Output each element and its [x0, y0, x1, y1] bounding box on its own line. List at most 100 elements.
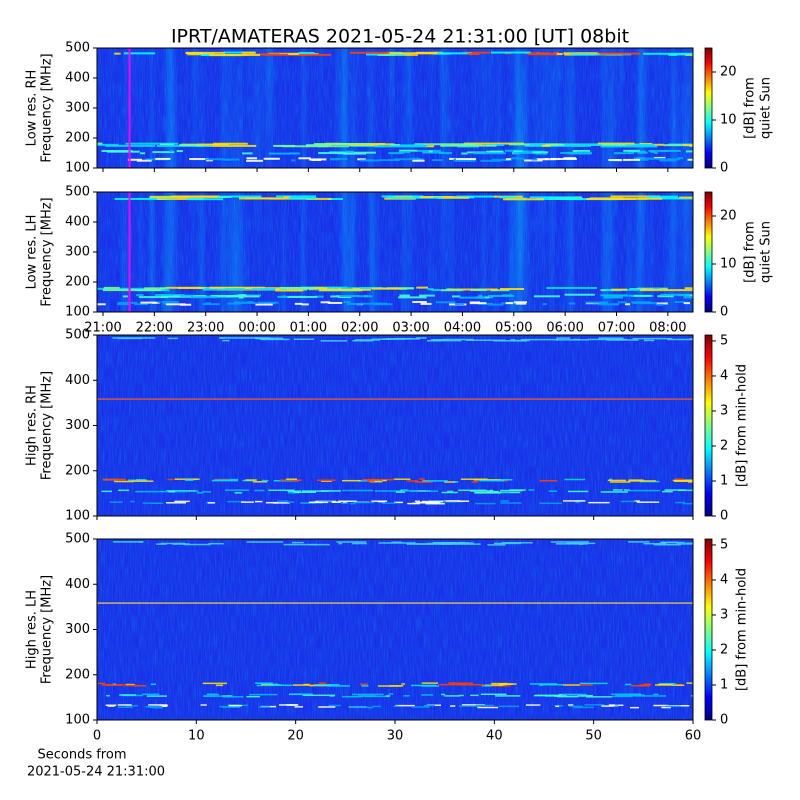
- spectrogram-streak: [106, 684, 122, 686]
- spectrogram-streak: [226, 295, 260, 298]
- spectrogram-streak: [410, 490, 431, 492]
- spectrogram-streak: [132, 685, 147, 687]
- x-tick-label: 00:00: [238, 321, 275, 336]
- spectrogram-streak: [393, 501, 403, 504]
- spectrogram-streak: [97, 143, 119, 146]
- x-tick-label: 30: [387, 729, 404, 744]
- spectrogram-streak: [197, 492, 203, 494]
- spectrogram-streak: [653, 287, 660, 290]
- spectrogram-streak: [293, 491, 317, 493]
- spectrogram-streak: [336, 541, 367, 543]
- spectrogram-streak: [144, 287, 168, 290]
- spectrogram-streak: [171, 195, 220, 198]
- spectrogram-streak: [629, 706, 640, 709]
- spectrogram-streak: [293, 338, 314, 341]
- spectrogram-streak: [412, 159, 425, 162]
- colorbar-tick-label: 4: [720, 368, 728, 383]
- spectrogram-streak: [659, 682, 676, 685]
- spectrogram-streak: [118, 489, 130, 492]
- spectrogram-streak: [206, 693, 217, 695]
- spectrogram-streak: [665, 705, 681, 708]
- spectrogram-streak: [105, 704, 117, 706]
- spectrogram-streak: [478, 294, 483, 297]
- spectrogram-streak: [352, 339, 374, 342]
- spectrogram-streak: [389, 196, 443, 199]
- spectrogram-streak: [480, 159, 502, 162]
- colorbar: [704, 191, 713, 313]
- spectrogram-streak: [179, 303, 192, 306]
- spectrogram-streak: [539, 480, 558, 482]
- spectrogram-streak: [227, 302, 242, 305]
- spectrogram-streak: [288, 197, 317, 200]
- spectrogram-streak: [615, 694, 646, 696]
- spectrogram-streak: [399, 287, 408, 290]
- spectrogram-streak: [238, 197, 272, 200]
- spectrogram-streak: [431, 289, 441, 292]
- spectrogram-streak: [393, 478, 411, 480]
- x-tick-label: 40: [486, 729, 503, 744]
- spectrogram-streak: [142, 502, 162, 504]
- colorbar-tick-label: 4: [720, 572, 728, 587]
- spectrogram-streak: [97, 142, 103, 145]
- spectrogram-streak: [329, 158, 340, 161]
- spectrogram-streak: [465, 339, 506, 341]
- spectrogram-streak: [633, 294, 652, 297]
- spectrogram-streak: [268, 152, 291, 155]
- spectrogram-streak: [637, 151, 643, 154]
- spectrogram-streak: [265, 501, 279, 504]
- spectrogram-streak: [329, 695, 335, 698]
- spectrogram-streak: [647, 195, 679, 198]
- spectrogram-streak: [557, 143, 568, 146]
- spectrogram-streak: [638, 197, 663, 200]
- spectrogram-streak: [349, 51, 390, 54]
- spectrogram-streak: [252, 481, 268, 483]
- spectrogram-streak: [431, 338, 448, 341]
- spectrogram-streak: [598, 303, 619, 306]
- spectrogram-streak: [227, 500, 245, 503]
- spectrogram-streak: [306, 197, 332, 200]
- spectrogram-streak: [351, 693, 384, 696]
- spectrogram-streak: [245, 479, 257, 481]
- spectrogram-streak: [319, 288, 371, 291]
- spectrogram-streak: [187, 53, 215, 56]
- spectrogram-streak: [498, 705, 520, 708]
- spectrogram-streak: [539, 502, 563, 505]
- spectrogram-streak: [487, 303, 504, 306]
- colorbar-label: [dB] from min-hold: [735, 364, 750, 487]
- spectrogram-streak: [449, 157, 457, 160]
- spectrogram-streak: [308, 501, 329, 504]
- spectrogram-streak: [412, 300, 427, 303]
- spectrogram-streak: [603, 296, 624, 299]
- spectrogram-streak: [456, 195, 496, 198]
- spectrogram-streak: [584, 704, 605, 706]
- spectrogram-streak: [209, 286, 265, 289]
- y-tick-label: 500: [65, 328, 90, 343]
- spectrogram-streak: [246, 159, 264, 162]
- spectrogram-streak: [636, 501, 660, 503]
- spectrogram-streak: [509, 683, 517, 685]
- spectrogram-streak: [364, 695, 389, 698]
- colorbar-tick-label: 1: [720, 677, 728, 692]
- spectrogram-streak: [127, 479, 148, 481]
- spectrogram-streak: [602, 143, 626, 146]
- spectrogram-streak: [481, 685, 492, 687]
- spectrogram-streak: [220, 158, 240, 161]
- spectrogram-streak: [378, 159, 400, 162]
- spectrogram-streak: [613, 704, 624, 707]
- y-tick-label: 200: [65, 275, 90, 290]
- spectrogram-streak: [438, 152, 452, 155]
- spectrogram-streak: [593, 301, 608, 304]
- spectrogram-streak: [419, 294, 435, 297]
- spectrogram-streak: [115, 478, 124, 481]
- spectrogram-streak: [649, 157, 667, 160]
- spectrogram-streak: [513, 150, 528, 153]
- spectrogram-streak: [202, 682, 227, 685]
- spectrogram-streak: [258, 706, 270, 708]
- spectrogram-streak: [600, 145, 658, 148]
- spectrogram-streak: [414, 143, 476, 146]
- spectrogram-streak: [435, 301, 456, 304]
- spectrogram-streak: [685, 150, 693, 153]
- spectrogram-streak: [448, 682, 456, 684]
- spectrogram-streak: [102, 289, 161, 292]
